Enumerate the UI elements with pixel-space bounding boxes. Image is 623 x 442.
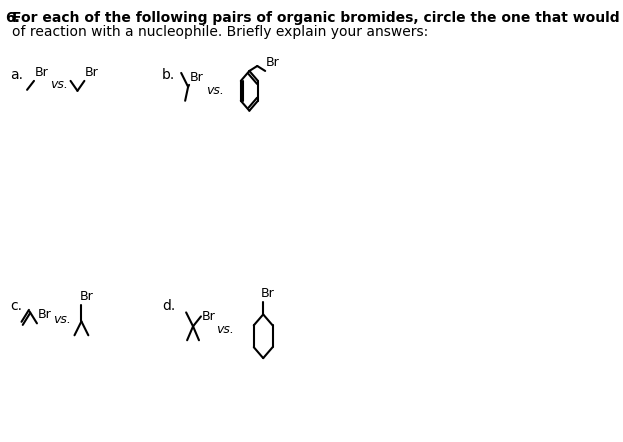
Text: Br: Br [34, 66, 48, 79]
Text: Br: Br [261, 287, 275, 301]
Text: b.: b. [162, 68, 175, 82]
Text: For each of the following pairs of organic bromides, circle the one that would h: For each of the following pairs of organ… [12, 11, 623, 25]
Text: d.: d. [162, 300, 175, 313]
Text: Br: Br [201, 310, 215, 323]
Text: Br: Br [265, 56, 280, 69]
Text: vs.: vs. [216, 323, 234, 336]
Text: vs.: vs. [206, 84, 224, 97]
Text: Br: Br [80, 290, 93, 304]
Text: c.: c. [11, 300, 22, 313]
Text: vs.: vs. [53, 313, 71, 326]
Text: 6.: 6. [5, 11, 20, 25]
Text: Br: Br [37, 309, 51, 321]
Text: Br: Br [189, 71, 203, 84]
Text: of reaction with a nucleophile. Briefly explain your answers:: of reaction with a nucleophile. Briefly … [12, 25, 429, 39]
Text: vs.: vs. [50, 78, 68, 91]
Text: a.: a. [11, 68, 23, 82]
Text: Br: Br [85, 66, 98, 79]
